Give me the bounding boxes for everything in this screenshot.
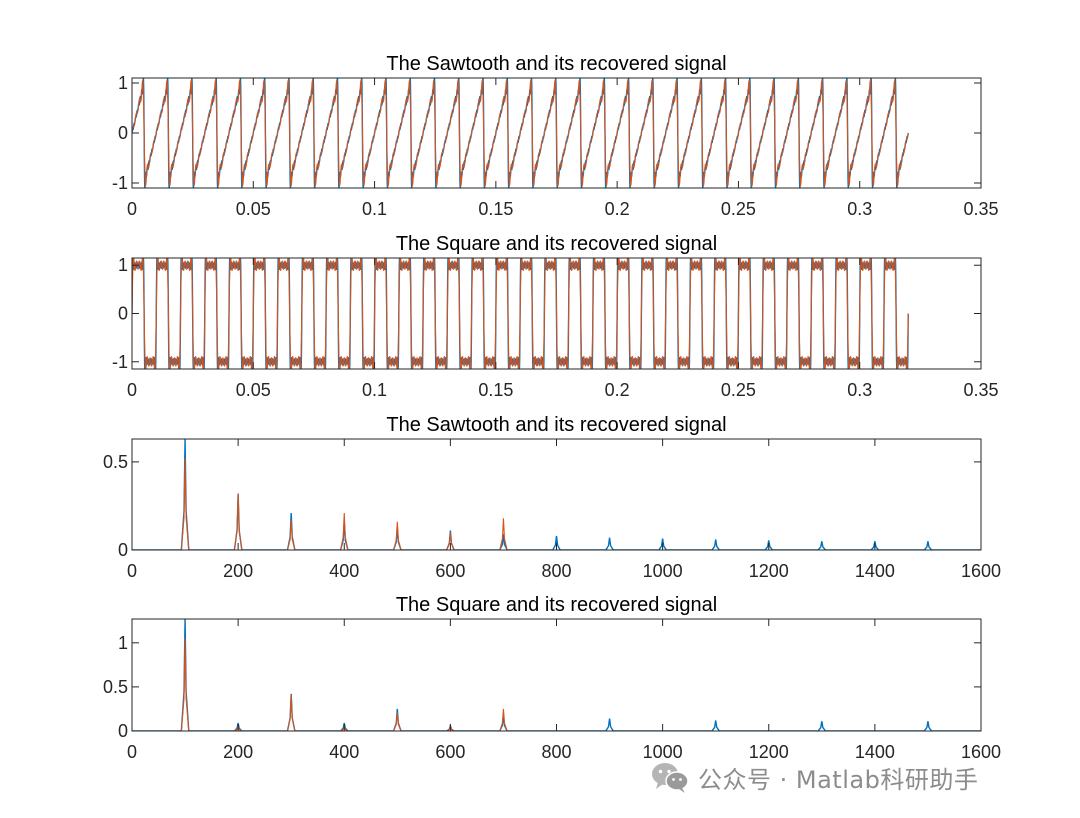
x-tick-label: 200 (223, 742, 253, 762)
x-tick-label: 0.2 (605, 199, 630, 219)
plot-area (132, 439, 981, 550)
y-tick-label: 0 (118, 123, 128, 143)
wechat-logo-icon (652, 763, 689, 793)
axes-title: The Sawtooth and its recovered signal (386, 53, 726, 75)
data-layer (132, 258, 909, 369)
x-tick-label: 1400 (855, 561, 895, 581)
x-tick-label: 200 (223, 561, 253, 581)
x-tick-label: 0 (127, 199, 137, 219)
x-tick-label: 0.3 (847, 199, 872, 219)
x-tick-label: 0.1 (362, 380, 387, 400)
x-tick-label: 800 (541, 561, 571, 581)
x-tick-label: 0.35 (963, 380, 998, 400)
x-tick-label: 800 (541, 742, 571, 762)
x-tick-label: 1600 (961, 561, 1001, 581)
x-tick-label: 0.2 (605, 380, 630, 400)
x-tick-label: 1000 (643, 561, 683, 581)
x-tick-label: 600 (435, 561, 465, 581)
y-tick-label: 0.5 (103, 677, 128, 697)
y-tick-label: 0 (118, 304, 128, 324)
watermark-text: 公众号 · Matlab科研助手 (698, 765, 979, 794)
x-tick-label: 0.25 (721, 380, 756, 400)
data-layer (132, 78, 909, 188)
x-tick-label: 0.25 (721, 199, 756, 219)
axes-title: The Square and its recovered signal (396, 233, 717, 255)
watermark: 公众号 · Matlab科研助手 (650, 760, 978, 794)
plot-area (132, 619, 981, 731)
y-tick-label: 0 (118, 540, 128, 560)
y-tick-label: -1 (112, 352, 128, 372)
x-tick-label: 1200 (749, 561, 789, 581)
x-tick-label: 1200 (749, 742, 789, 762)
x-tick-label: 0.1 (362, 199, 387, 219)
axes-title: The Sawtooth and its recovered signal (386, 414, 726, 436)
series-line-recovered (132, 78, 909, 188)
axes-sawtooth-time: 0 0.05 0.1 0.15 0.2 0.25 0.3 0.35 -1 0 1 The Sawtoo… (112, 53, 999, 219)
x-tick-label: 1400 (855, 742, 895, 762)
x-tick-label: 0 (127, 561, 137, 581)
axes-title: The Square and its recovered signal (396, 594, 717, 616)
y-tick-label: 0.5 (103, 452, 128, 472)
x-tick-label: 0.3 (847, 380, 872, 400)
y-tick-label: 0 (118, 721, 128, 741)
x-tick-label: 0.05 (236, 380, 271, 400)
y-tick-label: -1 (112, 173, 128, 193)
axes-sawtooth-spectrum: 0 200 400 600 800 1000 1200 1400 1600 0 0.5 The Saw… (103, 414, 1001, 581)
x-tick-label: 0.15 (478, 199, 513, 219)
series-line-recovered (132, 258, 909, 369)
series-line-recovered (132, 458, 981, 550)
y-tick-label: 1 (118, 255, 128, 275)
x-tick-label: 0 (127, 742, 137, 762)
axes-square-time: 0 0.05 0.1 0.15 0.2 0.25 0.3 0.35 -1 0 1 The Square… (112, 233, 999, 400)
y-tick-label: 1 (118, 633, 128, 653)
x-tick-label: 400 (329, 742, 359, 762)
x-tick-label: 0.15 (478, 380, 513, 400)
axes-square-spectrum: 0 200 400 600 800 1000 1200 1400 1600 0 0.5 1 The Sq… (103, 594, 1001, 762)
x-tick-label: 400 (329, 561, 359, 581)
x-tick-label: 600 (435, 742, 465, 762)
data-layer (132, 439, 981, 550)
x-tick-label: 1600 (961, 742, 1001, 762)
x-tick-label: 0 (127, 380, 137, 400)
x-tick-label: 0.05 (236, 199, 271, 219)
y-tick-label: 1 (118, 73, 128, 93)
x-tick-label: 0.35 (963, 199, 998, 219)
x-tick-label: 1000 (643, 742, 683, 762)
